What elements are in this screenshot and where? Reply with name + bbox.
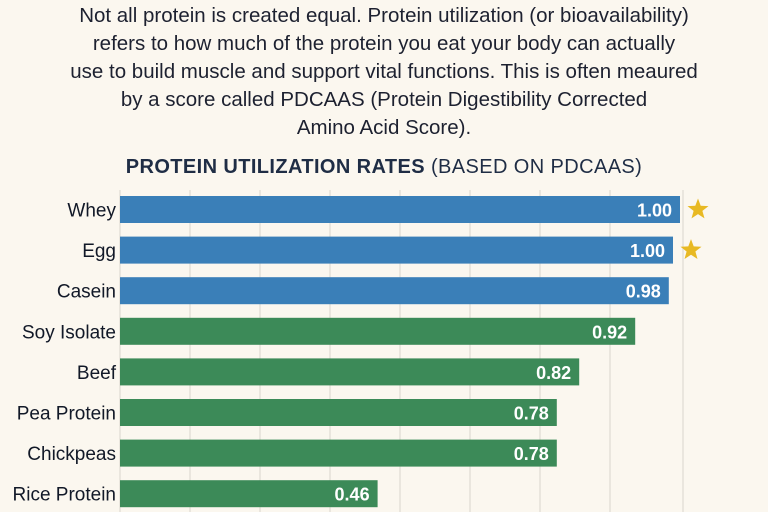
value-label: 0.98 (626, 282, 661, 302)
intro-line-3: use to build muscle and support vital fu… (70, 60, 698, 83)
bar-beef (120, 358, 580, 386)
category-label: Egg (82, 241, 116, 262)
category-label: Soy Isolate (22, 322, 116, 343)
chart-title-main: PROTEIN UTILIZATION RATES (125, 156, 425, 178)
category-label: Rice Protein (13, 485, 117, 506)
chart-title: PROTEIN UTILIZATION RATES (BASED ON PDCA… (0, 156, 768, 179)
intro-line-2: refers to how much of the protein you ea… (92, 32, 676, 55)
value-label: 1.00 (630, 241, 665, 261)
bar-soy-isolate (120, 317, 636, 345)
category-label: Beef (77, 363, 117, 384)
bar-chickpeas (120, 439, 557, 467)
bar-egg (120, 236, 673, 264)
value-label: 0.78 (514, 404, 549, 424)
protein-bar-chart: Whey 1.00 Egg 1.00 Casein 0.98 Soy Isolate 0.92… (13, 190, 709, 512)
value-label: 0.82 (536, 363, 571, 383)
star-icon (680, 239, 702, 259)
value-label: 1.00 (637, 201, 672, 221)
intro-line-4: by a score called PDCAAS (Protein Digest… (120, 88, 648, 111)
category-label: Casein (57, 282, 116, 303)
intro-line-1: Not all protein is created equal. Protei… (79, 4, 689, 27)
category-label: Whey (67, 201, 116, 222)
bar-rice-protein (120, 480, 378, 508)
bar-pea-protein (120, 399, 557, 426)
intro-line-5: Amino Acid Score). (296, 116, 472, 139)
bar-casein (120, 277, 669, 305)
bar-whey (120, 196, 680, 223)
intro-paragraph: Not all protein is created equal. Protei… (20, 2, 748, 142)
star-icon (687, 198, 709, 219)
value-label: 0.46 (335, 485, 370, 505)
value-label: 0.78 (514, 444, 549, 464)
category-label: Pea Protein (17, 404, 116, 425)
category-label: Chickpeas (27, 444, 116, 465)
value-label: 0.92 (592, 322, 627, 342)
chart-title-sub: (BASED ON PDCAAS) (430, 156, 643, 178)
